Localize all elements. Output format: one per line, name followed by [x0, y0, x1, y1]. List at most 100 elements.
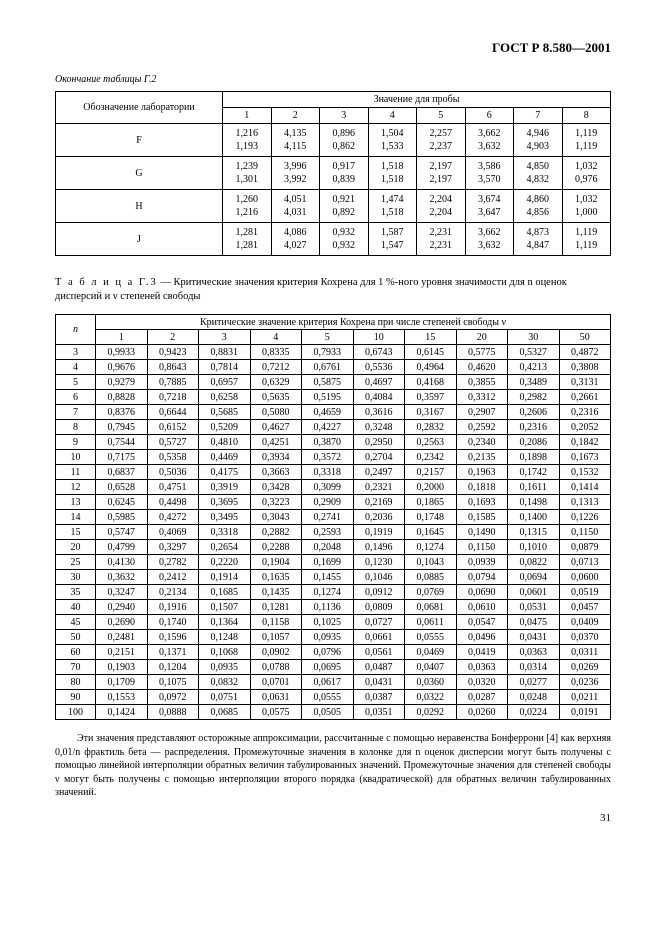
- g3-value-cell: 0,2497: [353, 465, 405, 480]
- g3-value-cell: 0,2882: [250, 525, 302, 540]
- g2-col-header: 3: [320, 108, 369, 124]
- g3-value-cell: 0,1748: [405, 510, 457, 525]
- g3-value-cell: 0,7885: [147, 375, 199, 390]
- g2-value-cell: 3,5863,570: [465, 157, 514, 190]
- g3-value-cell: 0,2157: [405, 465, 457, 480]
- g3-col-header: 50: [559, 330, 611, 345]
- g3-value-cell: 0,4069: [147, 525, 199, 540]
- g3-n-cell: 35: [56, 585, 96, 600]
- g3-value-cell: 0,4627: [250, 420, 302, 435]
- g2-value-cell: 4,0864,027: [271, 223, 320, 256]
- g3-col-header: 4: [250, 330, 302, 345]
- g3-value-cell: 0,0601: [508, 585, 560, 600]
- g3-n-cell: 10: [56, 450, 96, 465]
- g3-value-cell: 0,2563: [405, 435, 457, 450]
- g3-n-cell: 30: [56, 570, 96, 585]
- g3-value-cell: 0,3597: [405, 390, 457, 405]
- g2-value-cell: 3,6743,647: [465, 190, 514, 223]
- g3-value-cell: 0,0555: [405, 630, 457, 645]
- table-g2-caption: Окончание таблицы Г.2: [55, 74, 611, 85]
- g3-n-header: n: [56, 315, 96, 345]
- g3-value-cell: 0,0269: [559, 660, 611, 675]
- g3-value-cell: 0,0248: [508, 690, 560, 705]
- g2-value-cell: 4,8734,847: [514, 223, 563, 256]
- g3-col-header: 1: [96, 330, 148, 345]
- g3-value-cell: 0,0690: [456, 585, 508, 600]
- g3-value-cell: 0,5775: [456, 345, 508, 360]
- g3-value-cell: 0,4084: [353, 390, 405, 405]
- g2-value-cell: 1,4741,518: [368, 190, 417, 223]
- g3-value-cell: 0,5036: [147, 465, 199, 480]
- g3-value-cell: 0,6761: [302, 360, 354, 375]
- g3-value-cell: 0,0277: [508, 675, 560, 690]
- g3-value-cell: 0,1916: [147, 600, 199, 615]
- g3-value-cell: 0,1371: [147, 645, 199, 660]
- g3-value-cell: 0,0351: [353, 705, 405, 720]
- g3-value-cell: 0,1904: [250, 555, 302, 570]
- g2-col-header: 2: [271, 108, 320, 124]
- g3-value-cell: 0,1136: [302, 600, 354, 615]
- g2-sample-header: Значение для пробы: [223, 92, 611, 108]
- g3-value-cell: 0,5327: [508, 345, 560, 360]
- g3-value-cell: 0,2048: [302, 540, 354, 555]
- g3-value-cell: 0,1315: [508, 525, 560, 540]
- g3-value-cell: 0,0600: [559, 570, 611, 585]
- g3-value-cell: 0,1914: [199, 570, 251, 585]
- g3-value-cell: 0,0260: [456, 705, 508, 720]
- g2-value-cell: 1,1191,119: [562, 223, 611, 256]
- g3-n-cell: 13: [56, 495, 96, 510]
- g3-value-cell: 0,0505: [302, 705, 354, 720]
- g3-value-cell: 0,9933: [96, 345, 148, 360]
- g3-top-header: Критические значение критерия Кохрена пр…: [96, 315, 611, 330]
- g3-value-cell: 0,0796: [302, 645, 354, 660]
- g3-value-cell: 0,0407: [405, 660, 457, 675]
- g3-value-cell: 0,1740: [147, 615, 199, 630]
- g3-value-cell: 0,0972: [147, 690, 199, 705]
- g3-value-cell: 0,0631: [250, 690, 302, 705]
- g3-n-cell: 3: [56, 345, 96, 360]
- g3-value-cell: 0,1010: [508, 540, 560, 555]
- g3-value-cell: 0,3043: [250, 510, 302, 525]
- g3-value-cell: 0,1150: [456, 540, 508, 555]
- g3-n-cell: 80: [56, 675, 96, 690]
- g3-value-cell: 0,2340: [456, 435, 508, 450]
- g3-value-cell: 0,0431: [353, 675, 405, 690]
- g3-value-cell: 0,1611: [508, 480, 560, 495]
- g3-value-cell: 0,9423: [147, 345, 199, 360]
- g3-value-cell: 0,2606: [508, 405, 560, 420]
- g2-value-cell: 0,8960,862: [320, 124, 369, 157]
- g3-value-cell: 0,2654: [199, 540, 251, 555]
- document-id: ГОСТ Р 8.580—2001: [55, 40, 611, 56]
- g2-value-cell: 2,2572,237: [417, 124, 466, 157]
- g3-value-cell: 0,4227: [302, 420, 354, 435]
- g2-value-cell: 4,8504,832: [514, 157, 563, 190]
- g3-value-cell: 0,2782: [147, 555, 199, 570]
- g3-n-cell: 14: [56, 510, 96, 525]
- g3-n-cell: 50: [56, 630, 96, 645]
- g3-value-cell: 0,0575: [250, 705, 302, 720]
- g3-value-cell: 0,3855: [456, 375, 508, 390]
- g2-value-cell: 1,0321,000: [562, 190, 611, 223]
- g3-value-cell: 0,5747: [96, 525, 148, 540]
- g3-value-cell: 0,9279: [96, 375, 148, 390]
- g3-value-cell: 0,1498: [508, 495, 560, 510]
- g3-value-cell: 0,0224: [508, 705, 560, 720]
- g3-value-cell: 0,6528: [96, 480, 148, 495]
- g3-value-cell: 0,2036: [353, 510, 405, 525]
- g3-value-cell: 0,2832: [405, 420, 457, 435]
- g3-value-cell: 0,7218: [147, 390, 199, 405]
- g3-value-cell: 0,0681: [405, 600, 457, 615]
- g3-value-cell: 0,3318: [302, 465, 354, 480]
- g3-value-cell: 0,4872: [559, 345, 611, 360]
- g3-value-cell: 0,5985: [96, 510, 148, 525]
- g3-value-cell: 0,1043: [405, 555, 457, 570]
- g3-value-cell: 0,0531: [508, 600, 560, 615]
- g3-value-cell: 0,1919: [353, 525, 405, 540]
- g3-n-cell: 4: [56, 360, 96, 375]
- g3-value-cell: 0,0311: [559, 645, 611, 660]
- g3-value-cell: 0,1068: [199, 645, 251, 660]
- g3-value-cell: 0,1414: [559, 480, 611, 495]
- g3-value-cell: 0,3248: [353, 420, 405, 435]
- g2-value-cell: 4,9464,903: [514, 124, 563, 157]
- g3-value-cell: 0,1645: [405, 525, 457, 540]
